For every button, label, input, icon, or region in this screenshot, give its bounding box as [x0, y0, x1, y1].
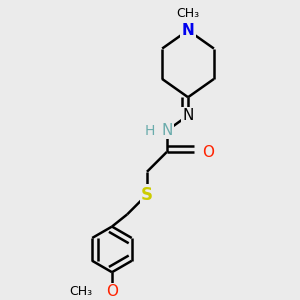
Text: H: H	[145, 124, 155, 138]
Text: CH₃: CH₃	[176, 7, 200, 20]
Text: CH₃: CH₃	[69, 286, 92, 298]
Text: N: N	[182, 23, 194, 38]
Text: N: N	[161, 123, 172, 138]
Text: O: O	[202, 145, 214, 160]
Text: N: N	[182, 108, 194, 123]
Text: S: S	[141, 186, 153, 204]
Text: O: O	[106, 284, 118, 299]
